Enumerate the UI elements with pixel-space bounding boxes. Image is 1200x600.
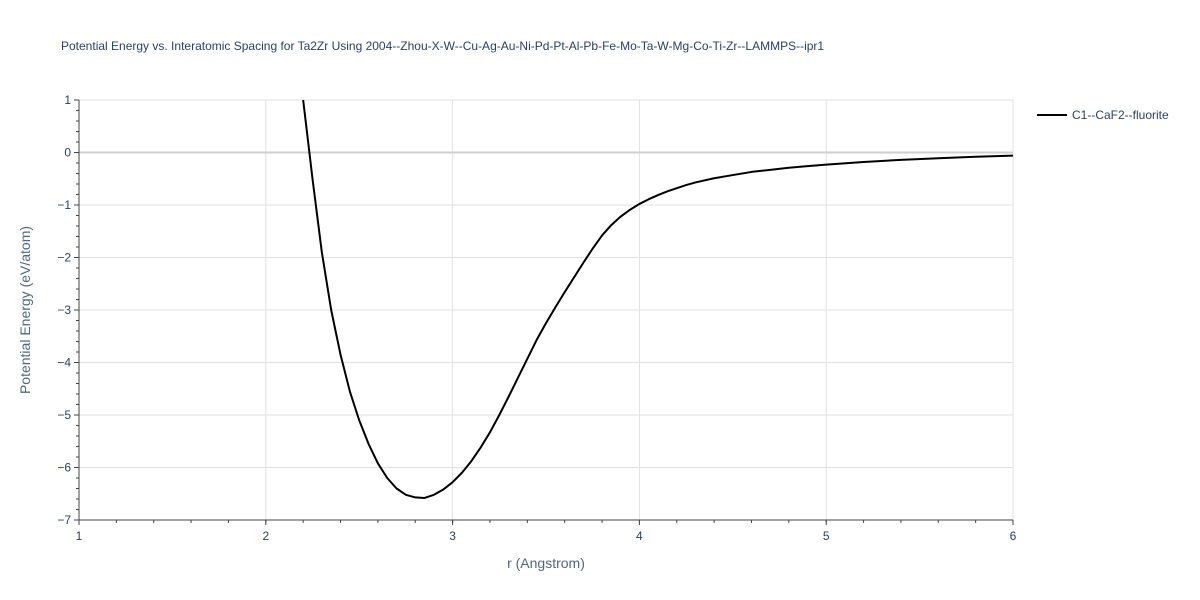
y-tick-label: −1: [57, 198, 71, 212]
y-tick-label: −2: [57, 251, 71, 265]
y-axis-label: Potential Energy (eV/atom): [17, 226, 33, 394]
chart-title: Potential Energy vs. Interatomic Spacing…: [61, 39, 824, 53]
legend-label: C1--CaF2--fluorite: [1072, 108, 1169, 122]
gridlines: [79, 99, 1014, 520]
legend[interactable]: C1--CaF2--fluorite: [1037, 108, 1169, 122]
x-tick-label: 1: [76, 529, 83, 543]
x-tick-label: 5: [823, 529, 830, 543]
y-tick-label: −3: [57, 303, 71, 317]
y-tick-label: −5: [57, 408, 71, 422]
series-layer: [302, 100, 1013, 499]
series-line: [302, 100, 1013, 499]
x-tick-label: 3: [449, 529, 456, 543]
x-tick-label: 4: [636, 529, 643, 543]
y-tick-label: −6: [57, 461, 71, 475]
x-tick-label: 6: [1010, 529, 1017, 543]
y-tick-label: 1: [64, 93, 71, 107]
y-tick-label: 0: [64, 146, 71, 160]
tick-labels: 1 2 3 4 5 6 1 0 −1 −2 −3 −4 −5 −6 −7: [57, 93, 1016, 543]
y-tick-label: −4: [57, 356, 71, 370]
x-axis-label: r (Angstrom): [507, 555, 585, 571]
axes: [74, 99, 1014, 525]
y-tick-label: −7: [57, 513, 71, 527]
x-tick-label: 2: [262, 529, 269, 543]
